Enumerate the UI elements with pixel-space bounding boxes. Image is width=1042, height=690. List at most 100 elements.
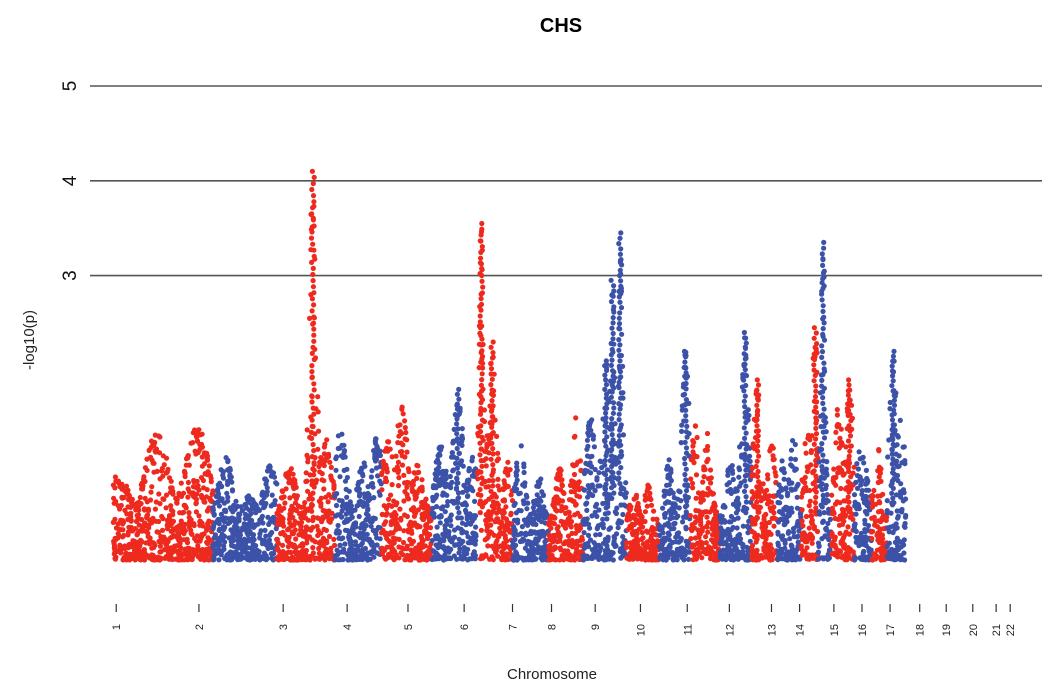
snp-point: [309, 363, 315, 369]
snp-point: [627, 502, 633, 508]
snp-point: [846, 453, 852, 459]
snp-point: [586, 521, 592, 527]
snp-point: [479, 481, 485, 487]
snp-point: [754, 514, 760, 520]
snp-point: [597, 458, 603, 464]
snp-point: [305, 459, 311, 465]
snp-point: [170, 518, 177, 524]
snp-point: [741, 398, 748, 404]
snp-point: [617, 406, 623, 412]
snp-point: [371, 548, 377, 555]
snp-point: [427, 518, 433, 524]
snp-point: [620, 534, 626, 540]
snp-point: [609, 469, 615, 475]
snp-point: [670, 490, 676, 496]
snp-point: [808, 519, 815, 525]
snp-point: [610, 315, 616, 321]
snp-point: [603, 382, 610, 388]
snp-point: [571, 471, 578, 478]
snp-point: [478, 255, 484, 261]
snp-point: [712, 543, 718, 549]
snp-point: [594, 550, 600, 556]
snp-point: [602, 386, 608, 392]
snp-point: [701, 464, 707, 470]
snp-point: [361, 500, 367, 506]
snp-point: [500, 531, 506, 537]
snp-point: [819, 354, 825, 360]
snp-point: [623, 540, 630, 546]
snp-point: [761, 495, 767, 502]
snp-point: [754, 489, 761, 495]
snp-point: [444, 492, 450, 498]
snp-point: [619, 262, 625, 268]
snp-point: [371, 554, 377, 560]
snp-point: [453, 542, 459, 548]
snp-point: [489, 398, 495, 404]
snp-point: [186, 510, 192, 516]
snp-point: [620, 432, 627, 438]
snp-point: [478, 492, 484, 498]
snp-point: [755, 438, 761, 444]
snp-point: [705, 520, 712, 526]
snp-point: [819, 464, 825, 470]
snp-point: [788, 447, 795, 453]
snp-point: [258, 528, 264, 534]
snp-point: [303, 470, 309, 476]
snp-point: [585, 543, 592, 550]
snp-point: [372, 516, 378, 522]
snp-point: [813, 388, 819, 394]
snp-point: [519, 538, 526, 544]
snp-point: [671, 521, 677, 527]
snp-point: [769, 507, 775, 513]
snp-point: [479, 417, 486, 423]
snp-point: [311, 411, 317, 417]
snp-point: [820, 400, 826, 406]
snp-point: [309, 308, 315, 314]
snp-point: [768, 499, 775, 505]
snp-point: [219, 483, 225, 489]
snp-point: [499, 557, 505, 563]
snp-point: [821, 314, 827, 320]
snp-point: [555, 529, 562, 536]
snp-point: [813, 330, 819, 336]
snp-point: [771, 515, 777, 521]
snp-point: [604, 367, 610, 373]
snp-point: [495, 450, 501, 456]
snp-point: [322, 508, 328, 514]
snp-point: [838, 516, 844, 522]
snp-point: [753, 504, 760, 510]
snp-point: [336, 530, 342, 536]
snp-point: [164, 469, 170, 475]
snp-point: [603, 358, 609, 364]
snp-point: [440, 544, 447, 550]
snp-point: [477, 411, 484, 417]
snp-point: [488, 408, 495, 414]
snp-point: [821, 366, 827, 372]
snp-point: [586, 426, 592, 432]
snp-point: [663, 488, 669, 494]
snp-point: [490, 462, 496, 468]
snp-point: [800, 478, 806, 484]
snp-point: [788, 456, 794, 462]
snp-point: [771, 465, 777, 471]
snp-point: [478, 382, 484, 388]
snp-point: [243, 555, 249, 561]
snp-point: [170, 488, 176, 494]
snp-point: [483, 553, 489, 559]
snp-point: [227, 472, 233, 478]
snp-point: [490, 499, 496, 505]
snp-point: [610, 330, 616, 337]
snp-point: [584, 437, 591, 443]
snp-point: [616, 475, 622, 481]
snp-point: [729, 463, 735, 469]
snp-point: [286, 476, 292, 482]
snp-point: [760, 481, 766, 487]
snp-point: [356, 479, 362, 485]
snp-point: [451, 498, 457, 505]
snp-point: [496, 487, 503, 493]
snp-point: [435, 534, 441, 540]
snp-point: [486, 478, 492, 484]
snp-point: [841, 471, 847, 477]
snp-point: [843, 444, 849, 450]
snp-point: [784, 519, 790, 525]
